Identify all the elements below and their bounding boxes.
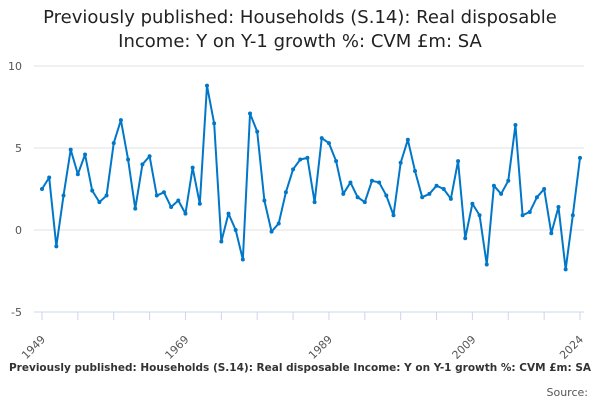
x-tick-label: 2009 [450,333,479,362]
data-point [542,187,547,191]
data-point [276,221,281,226]
data-point [298,157,303,162]
data-point [549,231,554,236]
data-point [391,213,396,218]
data-point [140,162,145,167]
chart-title: Previously published: Households (S.14):… [0,6,600,54]
data-point [491,183,496,188]
data-point [441,187,446,191]
data-point [133,206,138,211]
data-point [40,187,44,191]
data-point [470,201,475,206]
data-point [448,196,453,201]
data-point [413,168,418,173]
data-point [83,152,88,157]
data-point [240,257,245,262]
y-tick-label: 0 [15,224,22,237]
data-point [499,191,504,196]
data-point [377,180,382,185]
data-point [305,155,310,160]
data-point [477,213,482,218]
x-tick-label: 2024 [557,333,586,362]
data-point [341,191,346,196]
data-point [384,193,389,198]
data-point [506,178,511,183]
data-point [161,190,166,195]
data-point [176,198,181,203]
data-point [405,137,410,142]
data-point [312,200,317,205]
data-point [369,178,374,183]
data-point [111,141,116,146]
chart-title-line-2: Income: Y on Y-1 growth %: CVM £m: SA [118,31,482,52]
data-point [47,175,52,180]
y-tick-label: 5 [15,142,22,155]
data-point [484,262,489,267]
data-point [348,180,353,185]
series-line [41,84,581,271]
data-point [204,83,209,88]
data-point [420,195,425,200]
data-point [90,188,95,193]
data-point [255,129,260,134]
data-point [319,136,324,141]
data-point [154,193,159,198]
data-point [183,211,188,216]
data-point [578,155,582,160]
data-point [527,209,532,214]
data-point [362,200,367,205]
data-point [334,159,339,164]
data-point [434,183,439,188]
data-point [54,244,59,249]
data-point [219,239,224,244]
data-point [456,159,461,164]
data-point [212,121,217,126]
data-point [233,228,238,232]
x-tick-label: 1989 [306,333,335,362]
data-point [269,229,274,234]
data-point [147,154,152,159]
data-point [97,200,102,205]
data-point [262,198,267,203]
data-point [283,190,288,195]
data-point [570,213,575,218]
data-point [68,147,73,152]
data-point [513,123,518,128]
data-point [291,167,296,172]
data-point [75,172,80,177]
y-tick-label: -5 [11,306,22,319]
data-point [118,118,123,123]
x-tick-label: 1949 [19,333,48,362]
y-tick-label: 10 [8,60,22,73]
data-point [427,191,432,196]
data-point [326,141,331,146]
data-point [226,211,231,216]
data-point [398,160,403,165]
chart-title-line-1: Previously published: Households (S.14):… [43,7,557,28]
data-point [534,195,539,200]
data-point [563,267,568,272]
data-point [463,236,468,241]
data-point [520,213,525,218]
data-point [104,193,109,198]
data-point [61,193,66,198]
data-point [169,205,174,210]
data-point [126,157,131,162]
data-point [190,165,195,170]
data-point [248,111,253,116]
data-point [355,195,360,200]
data-point [197,201,202,206]
x-tick-label: 1969 [163,333,192,362]
source-label: Source: [546,386,589,399]
chart-caption: Previously published: Households (S.14):… [8,362,592,374]
data-point [556,205,561,210]
